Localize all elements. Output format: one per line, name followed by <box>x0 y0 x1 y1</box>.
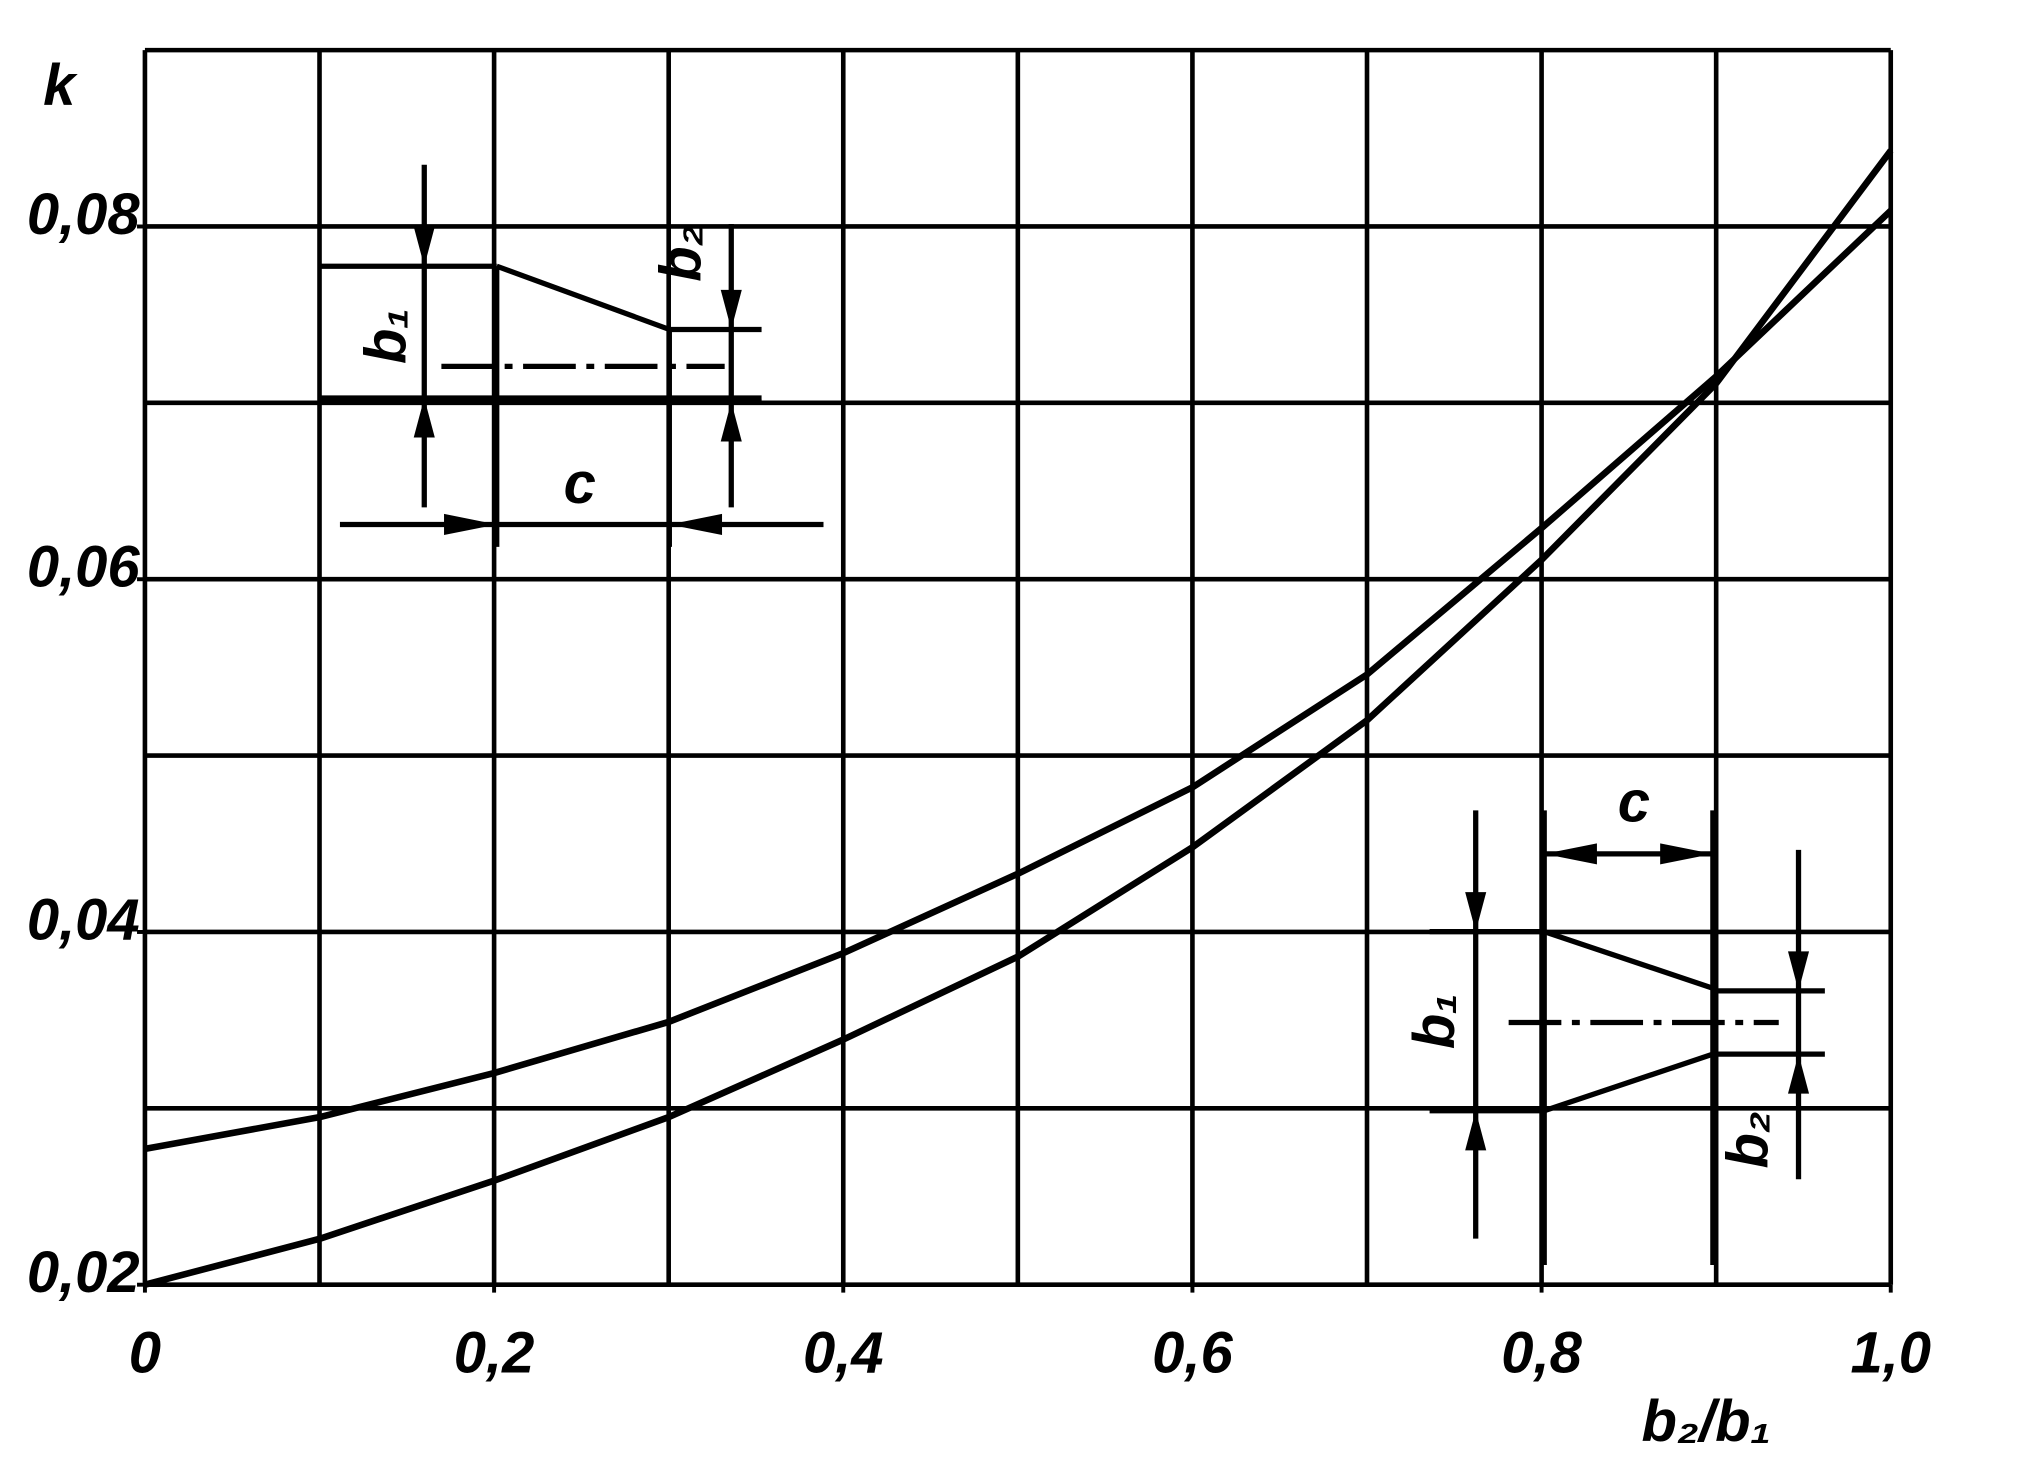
y-axis-label: k <box>43 54 78 118</box>
annotation: c <box>1618 771 1650 835</box>
x-axis-label: b₂/b₁ <box>1642 1390 1771 1454</box>
annotation: b₂ <box>1717 1111 1781 1169</box>
annotation: b₁ <box>1403 993 1467 1049</box>
x-tick-label: 0,2 <box>454 1321 535 1385</box>
y-tick-label: 0,06 <box>27 536 141 600</box>
x-tick-label: 0 <box>129 1321 161 1385</box>
y-tick-label: 0,02 <box>27 1241 140 1305</box>
y-tick-label: 0,04 <box>27 888 140 952</box>
y-tick-label: 0,08 <box>27 183 141 247</box>
x-tick-label: 0,6 <box>1152 1321 1233 1385</box>
x-tick-label: 0,4 <box>803 1321 884 1385</box>
line-series <box>144 208 1894 1153</box>
inset-diagram: b₁ b₂ c <box>1403 771 1825 1265</box>
annotation: b₂ <box>649 224 713 282</box>
plot-area: 0 0,2 0,4 0,6 0,8 1,0 0,02 0,04 0,06 0,08 <box>27 47 1931 1385</box>
inset-diagram: b₁ b₂ c <box>318 164 824 547</box>
line-series <box>144 148 1894 1288</box>
annotation: c <box>564 452 596 516</box>
x-tick-label: 0,8 <box>1501 1321 1582 1385</box>
annotation: b₁ <box>354 308 418 364</box>
x-tick-label: 1,0 <box>1850 1321 1931 1385</box>
